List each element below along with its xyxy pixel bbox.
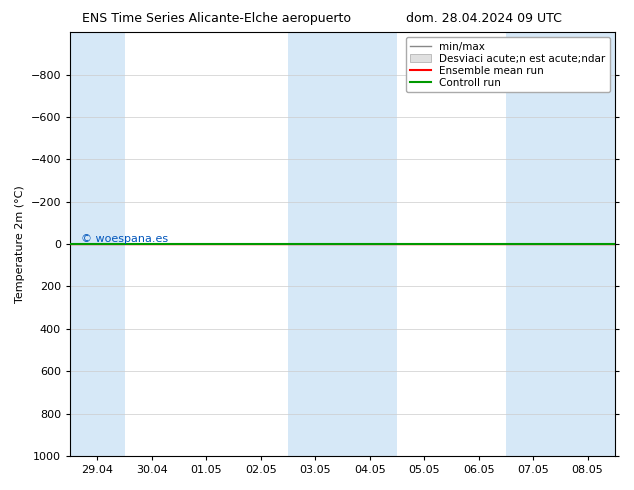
Bar xyxy=(288,32,342,456)
Text: © woespana.es: © woespana.es xyxy=(81,234,168,244)
Y-axis label: Temperature 2m (°C): Temperature 2m (°C) xyxy=(15,185,25,303)
Bar xyxy=(506,32,560,456)
Text: dom. 28.04.2024 09 UTC: dom. 28.04.2024 09 UTC xyxy=(406,12,562,25)
Bar xyxy=(342,32,397,456)
Legend: min/max, Desviaci acute;n est acute;ndar, Ensemble mean run, Controll run: min/max, Desviaci acute;n est acute;ndar… xyxy=(406,37,610,92)
Bar xyxy=(70,32,124,456)
Text: ENS Time Series Alicante-Elche aeropuerto: ENS Time Series Alicante-Elche aeropuert… xyxy=(82,12,351,25)
Bar xyxy=(560,32,615,456)
